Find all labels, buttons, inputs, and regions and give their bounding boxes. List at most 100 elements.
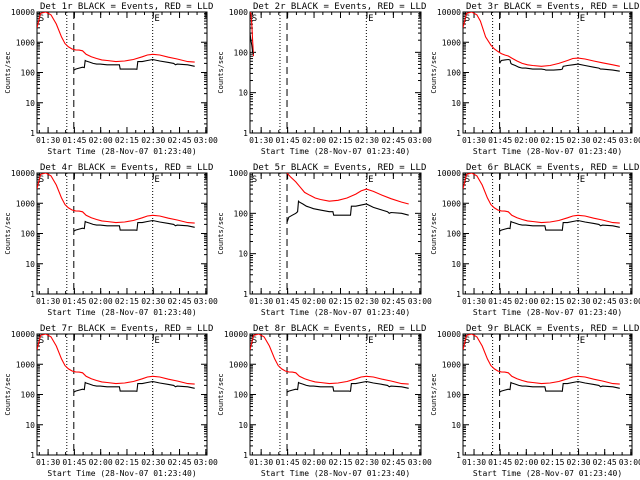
x-axis-label: Start Time (28-Nov-07 01:23:40) — [261, 469, 410, 478]
x-tick-label: 02:45 — [593, 297, 617, 306]
panel-title: Det 2r BLACK = Events, RED = LLD — [253, 2, 426, 12]
marker-s: S — [39, 14, 44, 24]
x-tick-label: 01:30 — [36, 136, 60, 145]
x-tick-label: 02:15 — [115, 458, 139, 467]
y-tick-label: 10 — [238, 250, 248, 259]
y-tick-label: 100 — [447, 230, 462, 239]
x-tick-label: 02:45 — [167, 458, 191, 467]
marker-e: E — [368, 175, 373, 185]
series-lld — [250, 334, 409, 385]
detector-panel-3: Det 3r BLACK = Events, RED = LLD Counts/s… — [430, 2, 640, 156]
series-lld — [463, 173, 620, 224]
y-tick-label: 1000 — [442, 38, 461, 47]
y-axis-label: Counts/sec — [217, 212, 225, 254]
x-tick-label: 03:00 — [408, 297, 432, 306]
marker-s: S — [252, 336, 257, 346]
x-tick-label: 02:30 — [141, 297, 165, 306]
marker-e: E — [154, 336, 159, 346]
y-tick-label: 10000 — [11, 8, 35, 17]
marker-e: E — [580, 14, 585, 24]
y-tick-label: 1 — [30, 451, 35, 460]
marker-s: S — [252, 14, 257, 24]
panel-title: Det 7r BLACK = Events, RED = LLD — [40, 324, 213, 334]
y-axis-label: Counts/sec — [430, 373, 438, 415]
y-tick-label: 1000 — [442, 360, 461, 369]
x-axis-label: Start Time (28-Nov-07 01:23:40) — [473, 469, 622, 478]
y-tick-label: 1000 — [16, 360, 35, 369]
series-lld — [37, 12, 195, 63]
x-tick-label: 03:00 — [194, 136, 218, 145]
x-tick-label: 02:15 — [540, 297, 564, 306]
y-tick-label: 10000 — [437, 8, 461, 17]
series-lld — [463, 334, 620, 385]
detector-panel-2: Det 2r BLACK = Events, RED = LLD Counts/s… — [217, 2, 432, 156]
y-axis-label: Counts/sec — [4, 51, 12, 93]
x-tick-label: 03:00 — [194, 458, 218, 467]
y-tick-label: 10000 — [224, 330, 248, 339]
y-tick-label: 1 — [243, 290, 248, 299]
y-axis-label: Counts/sec — [4, 212, 12, 254]
x-axis-label: Start Time (28-Nov-07 01:23:40) — [261, 308, 410, 317]
x-tick-label: 01:45 — [488, 136, 512, 145]
series-events — [73, 380, 195, 393]
x-tick-label: 03:00 — [619, 458, 640, 467]
panel-title: Det 9r BLACK = Events, RED = LLD — [466, 324, 639, 334]
y-tick-label: 1 — [30, 290, 35, 299]
x-tick-label: 02:30 — [355, 297, 379, 306]
x-tick-label: 01:30 — [249, 458, 273, 467]
panel-title: Det 1r BLACK = Events, RED = LLD — [40, 2, 213, 12]
detector-panel-9: Det 9r BLACK = Events, RED = LLD Counts/s… — [430, 324, 640, 478]
marker-e: E — [154, 175, 159, 185]
plot-frame — [462, 172, 633, 295]
y-tick-label: 10 — [238, 421, 248, 430]
x-tick-label: 02:30 — [567, 297, 591, 306]
x-tick-label: 02:00 — [89, 136, 113, 145]
x-tick-label: 03:00 — [408, 136, 432, 145]
x-axis-label: Start Time (28-Nov-07 01:23:40) — [47, 147, 196, 156]
plot-frame — [249, 172, 422, 295]
panel-title: Det 6r BLACK = Events, RED = LLD — [466, 163, 639, 173]
x-tick-label: 02:00 — [514, 458, 538, 467]
x-tick-label: 02:00 — [89, 458, 113, 467]
x-tick-label: 02:00 — [89, 297, 113, 306]
y-tick-label: 100 — [21, 230, 36, 239]
x-tick-label: 02:00 — [302, 297, 326, 306]
y-tick-label: 100 — [21, 69, 36, 78]
x-tick-label: 02:45 — [593, 136, 617, 145]
series-lld — [37, 173, 195, 224]
x-tick-label: 01:30 — [462, 458, 486, 467]
x-tick-label: 02:30 — [567, 136, 591, 145]
marker-s: S — [252, 175, 257, 185]
series-lld — [250, 12, 255, 57]
panel-title: Det 4r BLACK = Events, RED = LLD — [40, 163, 213, 173]
x-tick-label: 02:30 — [141, 458, 165, 467]
y-tick-label: 100 — [21, 391, 36, 400]
x-tick-label: 03:00 — [619, 136, 640, 145]
series-events — [286, 199, 409, 223]
x-tick-label: 01:30 — [462, 297, 486, 306]
x-tick-label: 02:45 — [381, 136, 405, 145]
x-tick-label: 01:30 — [249, 297, 273, 306]
y-tick-label: 1 — [456, 290, 461, 299]
y-tick-label: 10 — [451, 99, 461, 108]
y-axis-label: Counts/sec — [217, 373, 225, 415]
y-tick-label: 1 — [243, 451, 248, 460]
y-tick-label: 1000 — [229, 360, 248, 369]
plot-frame — [36, 172, 208, 295]
y-tick-label: 10000 — [437, 169, 461, 178]
y-axis-label: Counts/sec — [217, 51, 225, 93]
x-tick-label: 02:45 — [167, 136, 191, 145]
x-tick-label: 01:30 — [462, 136, 486, 145]
x-tick-label: 02:15 — [540, 136, 564, 145]
y-tick-label: 100 — [234, 209, 249, 218]
marker-s: S — [39, 175, 44, 185]
x-tick-label: 01:45 — [276, 458, 300, 467]
x-tick-label: 02:00 — [302, 136, 326, 145]
x-tick-label: 02:15 — [115, 136, 139, 145]
y-axis-label: Counts/sec — [430, 51, 438, 93]
y-tick-label: 10000 — [437, 330, 461, 339]
series-lld — [37, 334, 195, 385]
y-tick-label: 1 — [243, 129, 248, 138]
x-tick-label: 02:30 — [567, 458, 591, 467]
series-events — [499, 58, 620, 72]
